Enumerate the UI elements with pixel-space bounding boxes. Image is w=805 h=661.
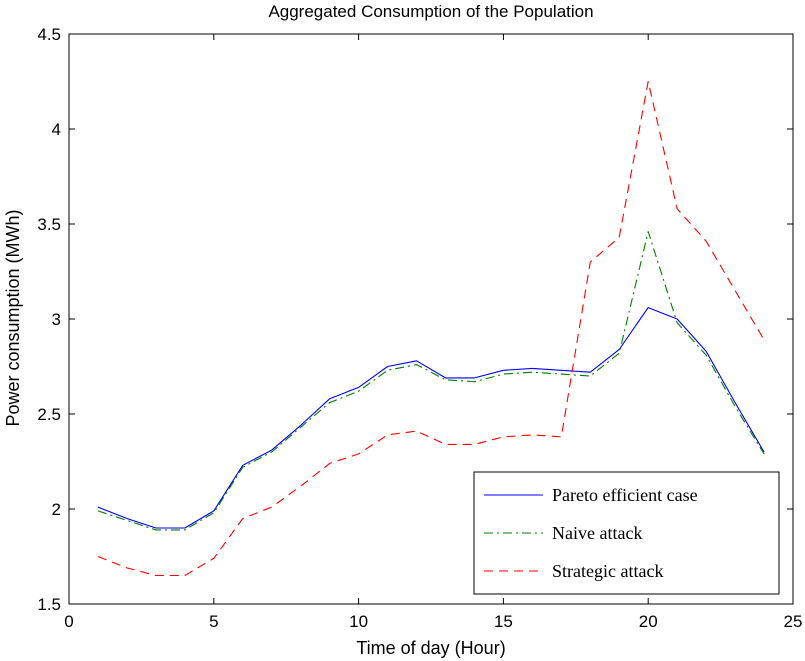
- x-tick-label: 25: [784, 612, 803, 631]
- y-tick-label: 3: [52, 310, 61, 329]
- x-tick-label: 15: [494, 612, 513, 631]
- series-line-pareto-efficient-case: [97, 307, 765, 529]
- y-tick-label: 4: [52, 120, 61, 139]
- x-axis-title: Time of day (Hour): [356, 638, 505, 658]
- legend-label: Pareto efficient case: [552, 485, 698, 505]
- x-tick-label: 10: [349, 612, 368, 631]
- y-axis-title: Power consumption (MWh): [3, 209, 23, 426]
- chart-title: Aggregated Consumption of the Population: [268, 2, 593, 21]
- y-tick-label: 2.5: [37, 405, 61, 424]
- y-tick-label: 2: [52, 500, 61, 519]
- y-tick-label: 4.5: [37, 25, 61, 44]
- legend: Pareto efficient case Naive attack Strateg…: [473, 471, 780, 595]
- y-tick-label: 3.5: [37, 215, 61, 234]
- y-tick-label: 1.5: [37, 595, 61, 614]
- series-line-naive-attack: [97, 231, 765, 531]
- plot-frame: [68, 33, 794, 605]
- x-tick-label: 5: [209, 612, 218, 631]
- axis-ticks: 0 5 10 15 20 25 1.5 2 2.5 3 3.5 4 4.5: [37, 25, 802, 631]
- x-tick-label: 20: [639, 612, 658, 631]
- series-lines: [97, 80, 765, 577]
- series-line-strategic-attack: [97, 80, 765, 577]
- legend-label: Strategic attack: [552, 561, 663, 581]
- x-tick-label: 0: [64, 612, 73, 631]
- legend-label: Naive attack: [552, 523, 642, 543]
